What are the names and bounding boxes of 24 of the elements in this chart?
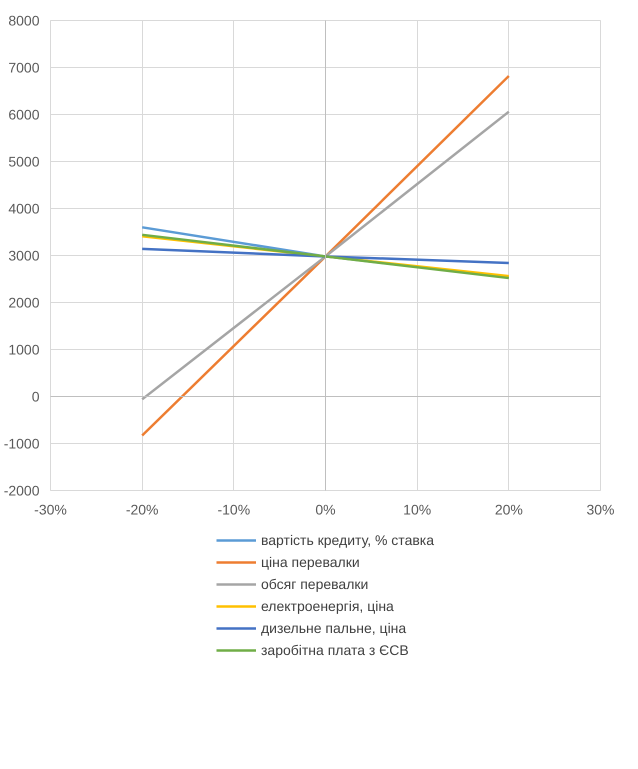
legend-label: обсяг перевалки	[260, 576, 368, 592]
legend-label: дизельне пальне, ціна	[260, 620, 406, 636]
legend-label: ціна перевалки	[260, 554, 360, 570]
x-tick-label: 30%	[586, 502, 615, 518]
y-tick-label: 5000	[8, 154, 40, 170]
y-tick-label: 7000	[8, 60, 40, 76]
x-tick-label: -30%	[34, 502, 67, 518]
y-tick-label: 4000	[8, 200, 40, 216]
x-tick-label: -20%	[126, 502, 159, 518]
y-tick-label: 1000	[8, 342, 40, 358]
y-tick-label: 0	[32, 388, 40, 404]
y-tick-label: 3000	[8, 248, 40, 264]
legend-label: заробітна плата з ЄСВ	[260, 642, 409, 658]
y-tick-label: 6000	[8, 106, 40, 122]
x-tick-label: 0%	[315, 502, 336, 518]
y-tick-label: 8000	[8, 12, 40, 28]
y-tick-label: -2000	[4, 482, 40, 498]
legend-label: електроенергія, ціна	[260, 598, 394, 614]
x-tick-label: -10%	[217, 502, 250, 518]
y-tick-label: -1000	[4, 436, 40, 452]
x-tick-label: 20%	[494, 502, 523, 518]
x-tick-label: 10%	[403, 502, 432, 518]
y-tick-label: 2000	[8, 294, 40, 310]
legend-label: вартість кредиту, % ставка	[260, 532, 434, 548]
